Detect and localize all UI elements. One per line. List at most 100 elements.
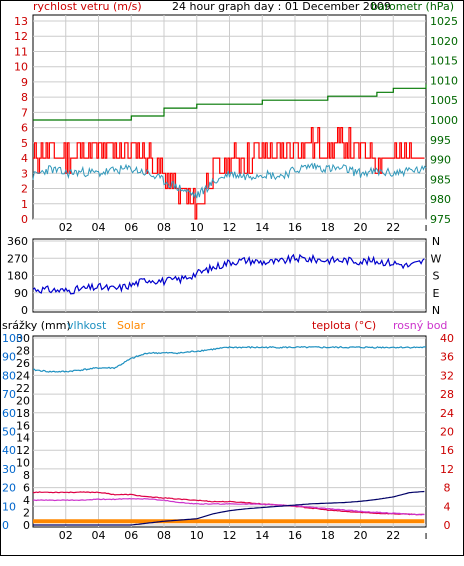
- panel1-y-right-tick: 1015: [430, 55, 458, 68]
- panel2-compass-label: N: [432, 304, 440, 317]
- panel3-y-rain-tick: 12: [16, 444, 30, 457]
- dewpoint-label: rosný bod: [393, 319, 447, 332]
- panel3-y-right-tick: 8: [444, 482, 451, 495]
- panel1-y-left-tick: 7: [21, 106, 28, 119]
- panel3-y-right-tick: 40: [440, 332, 454, 345]
- panel1-y-right-tick: 985: [430, 173, 451, 186]
- panel3-y-rain-tick: 30: [16, 332, 30, 345]
- panel1-y-right-tick: 1010: [430, 74, 458, 87]
- panel1-y-left-tick: 5: [21, 137, 28, 150]
- dewpoint-line: [33, 497, 425, 516]
- panel3-y-humidity-tick: 80: [2, 369, 16, 382]
- temperature-label: teplota (°C): [312, 319, 376, 332]
- panel1-x-tick-label: 16: [288, 221, 302, 234]
- panel3-x-tick-label: 22: [386, 529, 400, 542]
- panel2-y-left-tick: 90: [14, 287, 28, 300]
- panel3-y-right-tick: 0: [444, 519, 451, 532]
- panel1-y-left-tick: 4: [21, 152, 28, 165]
- panel3-y-humidity-tick: 0: [2, 519, 9, 532]
- panel1-y-right-tick: 980: [430, 193, 451, 206]
- humidity-temp-panel: 02 04 06 08 10 12 14 16 18 20 22 ı04812162024283236…: [2, 332, 454, 542]
- panel1-y-left-tick: 6: [21, 122, 28, 135]
- panel1-y-left-tick: 1: [21, 198, 28, 211]
- panel1-y-left-tick: 12: [14, 30, 28, 43]
- panel3-y-rain-tick: 26: [16, 357, 30, 370]
- humidity-label: vlhkost: [67, 319, 107, 332]
- wind-pressure-panel: 02 04 06 08 10 12 14 16 18 20 22 ı01234567891011121…: [14, 14, 458, 234]
- humidity-line: [32, 345, 427, 373]
- solar-label: Solar: [117, 319, 146, 332]
- panel2-compass-label: W: [431, 252, 442, 265]
- panel1-y-right-tick: 1020: [430, 35, 458, 48]
- panel3-x-tick-label: 12: [223, 529, 237, 542]
- rain-label: srážky (mm): [2, 319, 71, 332]
- wind-direction-panel: 0 N 90 E 180 S 270 W 360 N: [7, 235, 442, 317]
- panel1-x-tick-label: 04: [92, 221, 106, 234]
- panel3-x-tick-label: 10: [190, 529, 204, 542]
- panel1-y-left-tick: 0: [21, 213, 28, 226]
- panel2-compass-label: N: [432, 235, 440, 248]
- panel1-y-left-tick: 3: [21, 167, 28, 180]
- panel3-y-humidity-tick: 70: [2, 388, 16, 401]
- panel3-y-rain-tick: 8: [23, 469, 30, 482]
- panel1-x-tick-label: 12: [223, 221, 237, 234]
- panel1-y-left-tick: 11: [14, 45, 28, 58]
- panel2-compass-label: S: [433, 270, 440, 283]
- rain-line: [33, 490, 425, 526]
- panel3-x-tick-label: 16: [288, 529, 302, 542]
- panel3-y-humidity-tick: 50: [2, 426, 16, 439]
- pressure-line: [33, 84, 427, 121]
- panel1-y-left-tick: 9: [21, 76, 28, 89]
- panel1-x-tick-label: 02: [59, 221, 73, 234]
- wind-direction-line: [32, 253, 425, 295]
- panel1-x-tick-label: 18: [321, 221, 335, 234]
- panel3-y-humidity-tick: 20: [2, 482, 16, 495]
- panel3-y-rain-tick: 16: [16, 419, 30, 432]
- panel3-y-rain-tick: 6: [23, 482, 30, 495]
- panel1-y-right-tick: 975: [430, 213, 451, 226]
- panel3-y-right-tick: 4: [444, 500, 451, 513]
- wind-average-line: [32, 162, 427, 199]
- panel3-x-tick-label: 02: [59, 529, 73, 542]
- panel3-y-humidity-tick: 90: [2, 351, 16, 364]
- panel1-y-right-tick: 990: [430, 154, 451, 167]
- panel3-x-end-mark: ı: [424, 529, 427, 542]
- panel3-x-tick-label: 08: [157, 529, 171, 542]
- panel3-y-rain-tick: 20: [16, 394, 30, 407]
- panel3-x-tick-label: 14: [255, 529, 269, 542]
- wind-speed-label: rychlost vetru (m/s): [33, 0, 142, 13]
- panel3-x-tick-label: 04: [92, 529, 106, 542]
- panel3-y-rain-tick: 10: [16, 457, 30, 470]
- panel2-compass-label: E: [433, 287, 440, 300]
- panel3-y-right-tick: 20: [440, 426, 454, 439]
- panel1-x-tick-label: 06: [124, 221, 138, 234]
- panel1-y-right-tick: 1025: [430, 15, 458, 28]
- barometer-label: barometr (hPa): [371, 0, 454, 13]
- panel3-y-right-tick: 32: [440, 369, 454, 382]
- panel3-y-right-tick: 36: [440, 351, 454, 364]
- panel3-y-rain-tick: 24: [16, 369, 30, 382]
- panel1-x-tick-label: 08: [157, 221, 171, 234]
- panel1-x-tick-label: 20: [354, 221, 368, 234]
- panel2-y-left-tick: 0: [21, 304, 28, 317]
- panel1-y-right-tick: 995: [430, 134, 451, 147]
- panel3-y-right-tick: 28: [440, 388, 454, 401]
- panel2-y-left-tick: 180: [7, 270, 28, 283]
- panel3-x-tick-label: 06: [124, 529, 138, 542]
- panel3-y-rain-tick: 28: [16, 344, 30, 357]
- panel1-x-tick-label: 10: [190, 221, 204, 234]
- panel1-x-tick-label: 14: [255, 221, 269, 234]
- panel3-x-tick-label: 18: [321, 529, 335, 542]
- panel3-y-humidity-tick: 10: [2, 500, 16, 513]
- panel3-y-right-tick: 16: [440, 444, 454, 457]
- panel3-y-humidity-tick: 30: [2, 463, 16, 476]
- panel1-x-tick-label: 22: [386, 221, 400, 234]
- panel1-y-left-tick: 13: [14, 15, 28, 28]
- panel1-y-left-tick: 10: [14, 61, 28, 74]
- panel3-y-right-tick: 24: [440, 407, 454, 420]
- panel3-y-rain-tick: 0: [23, 519, 30, 532]
- panel2-y-left-tick: 270: [7, 252, 28, 265]
- chart-title: 24 hour graph day : 01 December 2009: [172, 0, 391, 13]
